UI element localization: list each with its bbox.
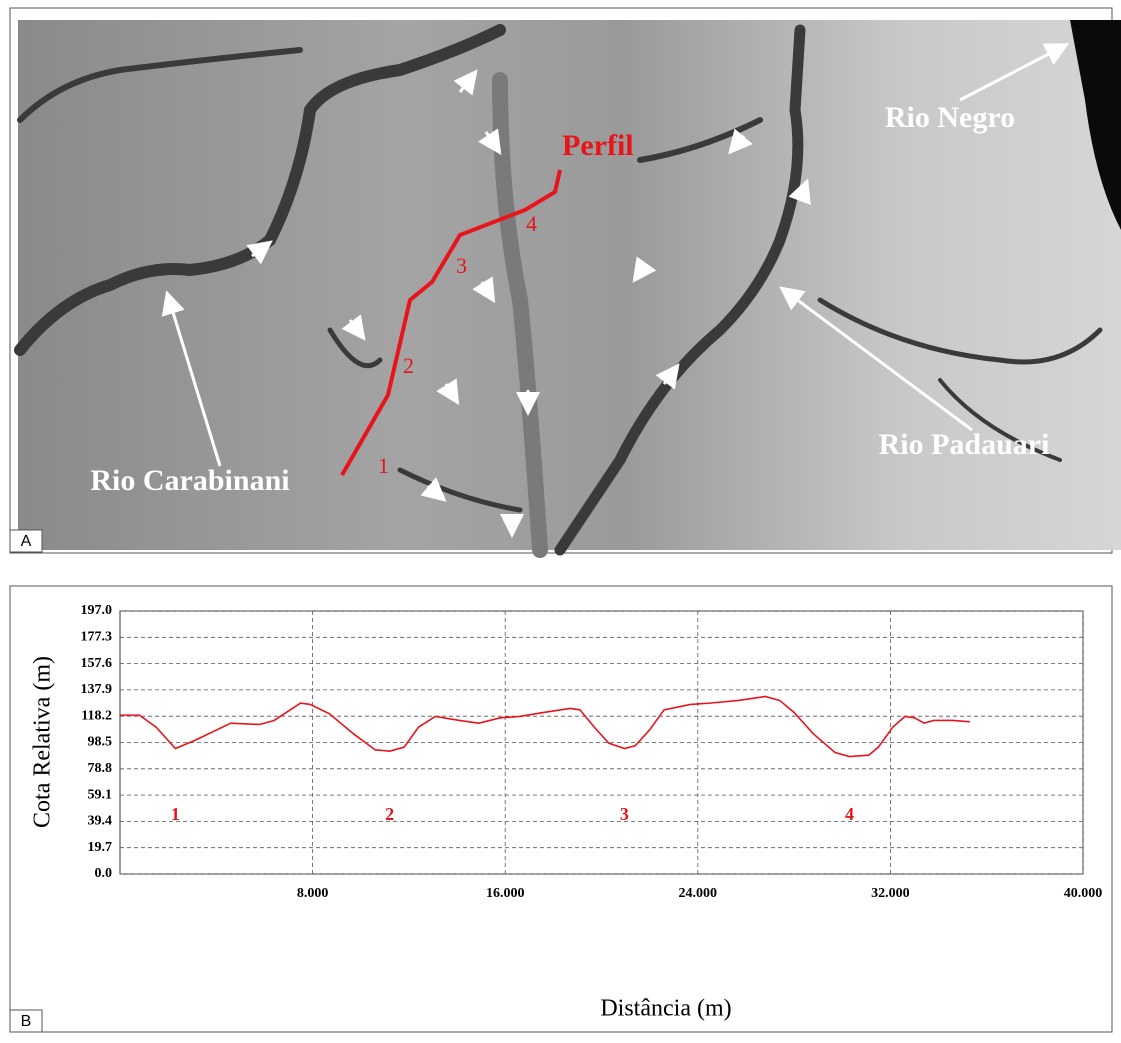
profile-point: 2 [403, 353, 414, 378]
figure: Rio Negro Rio Carabinani Rio Padauari Pe… [0, 0, 1121, 1038]
x-tick-label: 24.000 [679, 886, 718, 901]
y-tick-label: 137.9 [81, 682, 113, 697]
panel-label: B [21, 1013, 32, 1030]
x-tick-label: 16.000 [486, 886, 525, 901]
plot-area [120, 611, 1083, 874]
profile-point: 3 [456, 253, 467, 278]
y-tick-label: 157.6 [81, 656, 113, 671]
profile-point: 4 [526, 211, 537, 236]
annotation: 3 [620, 804, 629, 824]
annotation: 1 [171, 804, 180, 824]
profile-label: Perfil [562, 129, 634, 162]
y-tick-label: 59.1 [88, 787, 113, 802]
y-tick-label: 19.7 [88, 840, 113, 855]
y-tick-label: 0.0 [95, 866, 113, 881]
y-tick-label: 78.8 [88, 761, 113, 776]
annotation: 4 [845, 804, 854, 824]
y-axis-title: Cota Relativa (m) [30, 656, 56, 828]
y-tick-label: 98.5 [88, 735, 113, 750]
x-tick-label: 40.000 [1064, 886, 1103, 901]
river-label: Rio Carabinani [90, 464, 289, 497]
river-label: Rio Negro [885, 101, 1015, 134]
profile-point: 1 [378, 453, 389, 478]
y-tick-label: 118.2 [81, 708, 112, 723]
y-tick-label: 39.4 [88, 814, 113, 829]
x-tick-label: 8.000 [297, 886, 329, 901]
x-axis-title: Distância (m) [600, 996, 731, 1022]
panel-label: A [21, 533, 32, 550]
annotation: 2 [385, 804, 394, 824]
y-tick-label: 197.0 [81, 603, 113, 618]
x-tick-label: 32.000 [871, 886, 910, 901]
river-label: Rio Padauari [879, 428, 1050, 461]
y-tick-label: 177.3 [81, 630, 113, 645]
